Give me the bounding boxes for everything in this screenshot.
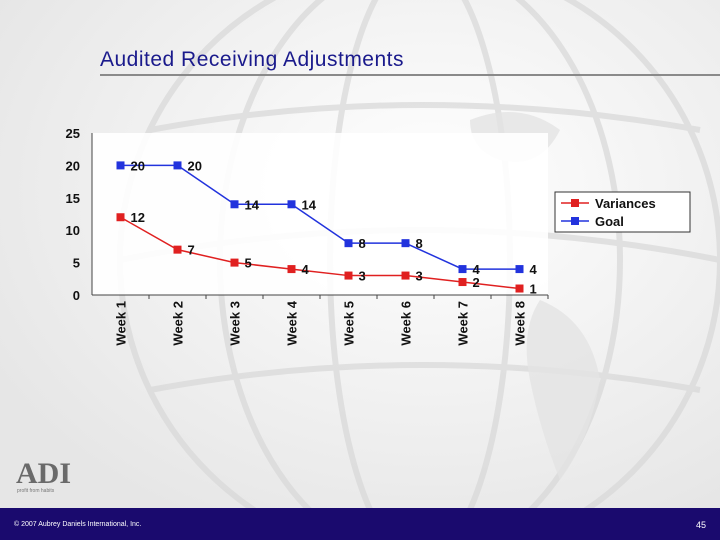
legend-box <box>554 191 691 233</box>
data-point-variances <box>287 265 296 274</box>
data-point-variances <box>401 271 410 280</box>
data-label-goal: 8 <box>416 236 423 251</box>
data-point-goal <box>458 265 467 274</box>
data-point-goal <box>173 161 182 170</box>
series-line-goal <box>120 164 520 270</box>
data-point-goal <box>515 265 524 274</box>
data-point-variances <box>230 258 239 267</box>
data-point-variances <box>344 271 353 280</box>
series-line-variances <box>120 216 520 290</box>
data-point-variances <box>515 284 524 293</box>
data-label-goal: 20 <box>131 158 145 173</box>
logo-wordmark: ADI <box>16 457 71 490</box>
slide-title: Audited Receiving Adjustments <box>100 48 404 71</box>
y-tick-label: 15 <box>66 191 80 206</box>
data-label-variances: 4 <box>302 262 310 277</box>
data-point-goal <box>230 200 239 209</box>
x-tick-label: Week 5 <box>342 301 357 346</box>
legend-marker-variances <box>571 199 579 207</box>
data-label-goal: 4 <box>473 262 481 277</box>
data-label-variances: 3 <box>359 269 366 284</box>
x-tick-label: Week 2 <box>171 301 186 346</box>
data-label-variances: 2 <box>473 275 480 290</box>
data-label-goal: 14 <box>245 197 260 212</box>
legend-marker-goal <box>571 217 579 225</box>
data-point-variances <box>173 245 182 254</box>
data-label-goal: 4 <box>530 262 538 277</box>
legend-label-variances: Variances <box>595 196 656 211</box>
data-label-goal: 14 <box>302 197 317 212</box>
copyright-text: © 2007 Aubrey Daniels International, Inc… <box>14 521 142 528</box>
logo-tagline: profit from habits <box>17 488 55 494</box>
x-tick-label: Week 6 <box>399 301 414 346</box>
title-divider <box>100 74 720 76</box>
data-label-variances: 12 <box>131 210 145 225</box>
y-tick-label: 20 <box>66 158 80 173</box>
y-tick-label: 25 <box>66 126 80 141</box>
data-point-variances <box>458 278 467 287</box>
data-label-variances: 7 <box>188 243 195 258</box>
data-point-goal <box>401 239 410 248</box>
y-tick-label: 0 <box>73 288 80 303</box>
adi-logo: ADI profit from habits <box>16 457 71 494</box>
y-tick-label: 5 <box>73 256 80 271</box>
data-point-goal <box>116 161 125 170</box>
x-tick-label: Week 7 <box>456 301 471 346</box>
data-point-variances <box>116 213 125 222</box>
data-label-variances: 3 <box>416 269 423 284</box>
legend-label-goal: Goal <box>595 214 624 229</box>
data-label-goal: 20 <box>188 158 202 173</box>
data-point-goal <box>287 200 296 209</box>
x-tick-label: Week 1 <box>114 301 129 346</box>
x-tick-label: Week 4 <box>285 300 300 345</box>
x-tick-label: Week 3 <box>228 301 243 346</box>
x-tick-label: Week 8 <box>513 301 528 346</box>
data-label-variances: 1 <box>530 282 537 297</box>
data-label-goal: 8 <box>359 236 366 251</box>
plot-area <box>92 133 548 295</box>
data-point-goal <box>344 239 353 248</box>
page-number: 45 <box>695 520 706 530</box>
y-tick-label: 10 <box>66 223 80 238</box>
footer-bar: © 2007 Aubrey Daniels International, Inc… <box>0 508 720 540</box>
data-label-variances: 5 <box>245 256 252 271</box>
